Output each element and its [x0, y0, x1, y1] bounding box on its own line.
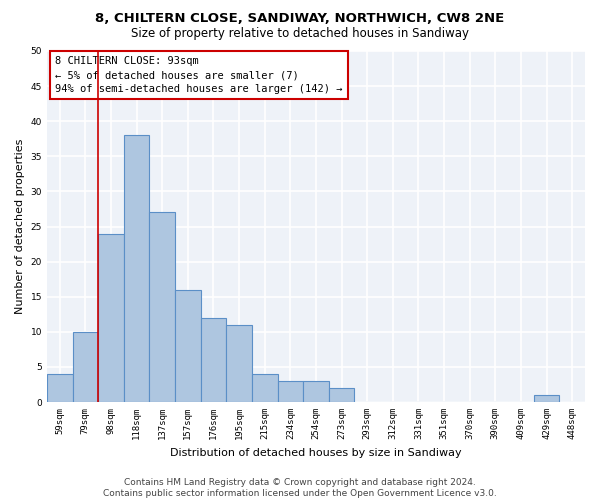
Text: 8 CHILTERN CLOSE: 93sqm
← 5% of detached houses are smaller (7)
94% of semi-deta: 8 CHILTERN CLOSE: 93sqm ← 5% of detached…	[55, 56, 343, 94]
Text: 8, CHILTERN CLOSE, SANDIWAY, NORTHWICH, CW8 2NE: 8, CHILTERN CLOSE, SANDIWAY, NORTHWICH, …	[95, 12, 505, 26]
Bar	[303, 381, 329, 402]
Bar	[534, 395, 559, 402]
Bar	[73, 332, 98, 402]
Bar	[226, 325, 252, 402]
Y-axis label: Number of detached properties: Number of detached properties	[15, 139, 25, 314]
Bar	[124, 136, 149, 402]
X-axis label: Distribution of detached houses by size in Sandiway: Distribution of detached houses by size …	[170, 448, 462, 458]
Bar	[98, 234, 124, 402]
Bar	[200, 318, 226, 402]
Bar	[149, 212, 175, 402]
Bar	[47, 374, 73, 402]
Text: Size of property relative to detached houses in Sandiway: Size of property relative to detached ho…	[131, 28, 469, 40]
Bar	[175, 290, 200, 402]
Text: Contains HM Land Registry data © Crown copyright and database right 2024.
Contai: Contains HM Land Registry data © Crown c…	[103, 478, 497, 498]
Bar	[252, 374, 278, 402]
Bar	[329, 388, 355, 402]
Bar	[278, 381, 303, 402]
